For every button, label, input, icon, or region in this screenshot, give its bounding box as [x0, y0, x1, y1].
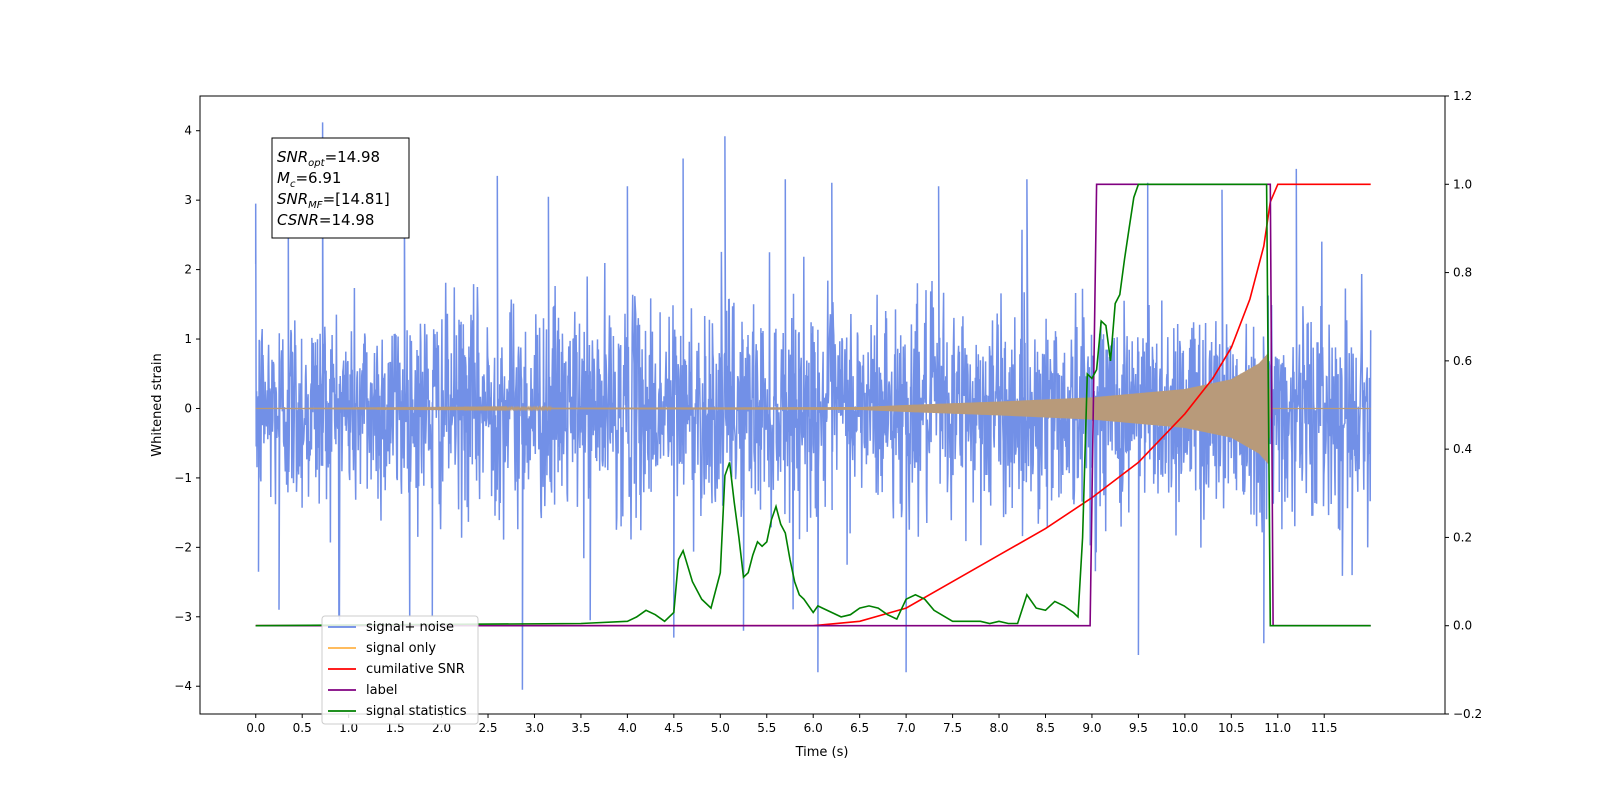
x-tick-label: 0.5: [293, 721, 312, 735]
x-tick-label: 6.5: [850, 721, 869, 735]
x-tick-label: 3.5: [571, 721, 590, 735]
y-left-tick-label: −2: [174, 540, 192, 554]
y-right-tick-label: 1.0: [1453, 177, 1472, 191]
y-left-tick-label: −4: [174, 679, 192, 693]
y-right-tick-label: −0.2: [1453, 707, 1482, 721]
x-tick-label: 4.5: [664, 721, 683, 735]
y-right-tick-label: 0.8: [1453, 266, 1472, 280]
y-right-tick-label: 0.6: [1453, 354, 1472, 368]
annotation-box: SNRopt=14.98Mc=6.91SNRMF=[14.81]CSNR=14.…: [271, 137, 410, 239]
x-tick-label: 5.5: [757, 721, 776, 735]
y-axis-left: −4 −3 −2 −1 0 1 2 3 4: [174, 124, 200, 693]
x-tick-label: 11.5: [1311, 721, 1338, 735]
y-axis-right: −0.2 0.0 0.2 0.4 0.6 0.8 1.0 1.2: [1445, 89, 1482, 721]
annotation-line: SNRopt=14.98: [277, 148, 380, 169]
x-tick-label: 11.0: [1264, 721, 1291, 735]
x-tick-label: 7.5: [943, 721, 962, 735]
x-tick-label: 6.0: [804, 721, 823, 735]
x-tick-label: 5.0: [711, 721, 730, 735]
x-tick-label: 10.0: [1171, 721, 1198, 735]
annotation-line: SNRMF=[14.81]: [277, 190, 390, 211]
plot-frame: [199, 95, 1446, 715]
y-right-tick-label: 0.0: [1453, 619, 1472, 633]
legend-label: label: [366, 683, 397, 698]
y-axis-label-left: Whitened strain: [150, 353, 165, 456]
legend-label: signal only: [366, 641, 436, 656]
x-tick-label: 8.5: [1036, 721, 1055, 735]
annotation-frame: [271, 137, 410, 239]
x-tick-label: 10.5: [1218, 721, 1245, 735]
x-tick-label: 9.5: [1129, 721, 1148, 735]
annotation-line: CSNR=14.98: [277, 211, 374, 229]
legend-label: signal statistics: [366, 704, 467, 719]
series-cumulative-snr: [255, 183, 1371, 627]
x-tick-label: 4.0: [618, 721, 637, 735]
x-axis-label: Time (s): [795, 745, 849, 760]
annotation-line: Mc=6.91: [277, 169, 341, 190]
series-layer: [254, 122, 1372, 690]
legend-label: cumilative SNR: [366, 662, 465, 677]
x-tick-label: 2.5: [478, 721, 497, 735]
y-left-tick-label: 4: [184, 124, 192, 138]
series-signal-statistics: [255, 183, 1371, 627]
x-axis: 0.0 0.5 1.0 1.5 2.0 2.5 3.0 3.5 4.0 4.5 5.0 5.5 6.0 6…: [246, 714, 1338, 735]
y-left-tick-label: −1: [174, 471, 192, 485]
y-left-tick-label: 0: [184, 401, 192, 415]
legend-label: signal+ noise: [366, 620, 454, 635]
y-left-tick-label: 2: [184, 263, 192, 277]
x-tick-label: 8.0: [989, 721, 1008, 735]
y-left-tick-label: 1: [184, 332, 192, 346]
y-right-tick-label: 0.4: [1453, 442, 1472, 456]
y-left-tick-label: −3: [174, 610, 192, 624]
x-tick-label: 7.0: [897, 721, 916, 735]
x-tick-label: 3.0: [525, 721, 544, 735]
x-tick-label: 0.0: [246, 721, 265, 735]
y-left-tick-label: 3: [184, 193, 192, 207]
legend-frame: [321, 615, 479, 725]
y-right-tick-label: 1.2: [1453, 89, 1472, 103]
x-tick-label: 9.0: [1082, 721, 1101, 735]
y-right-tick-label: 0.2: [1453, 530, 1472, 544]
legend: signal+ noise signal only cumilative SNR la…: [321, 615, 479, 725]
